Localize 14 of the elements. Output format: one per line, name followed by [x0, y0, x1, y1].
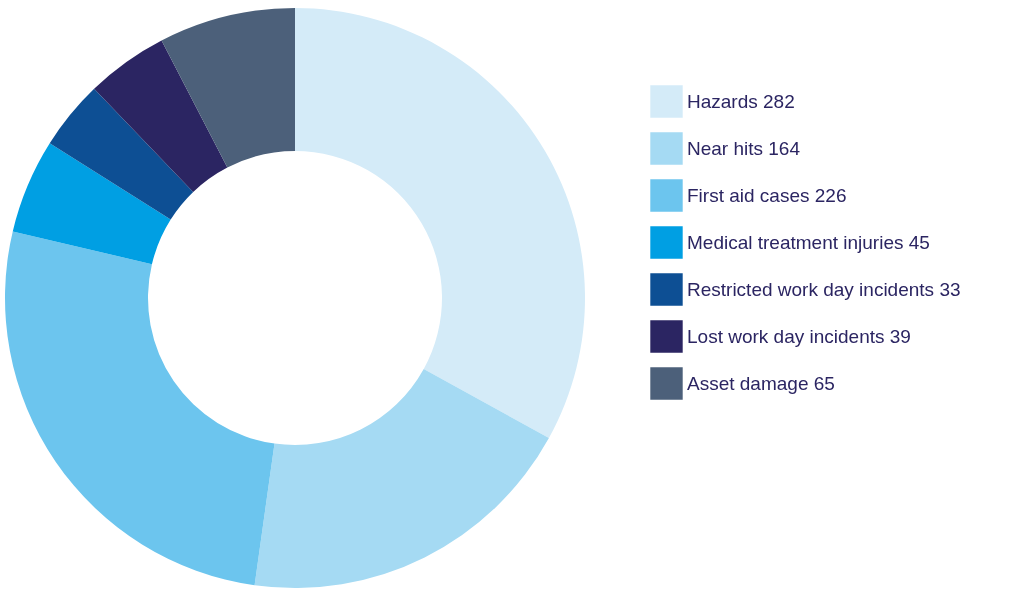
legend-label: First aid cases 226: [687, 184, 847, 206]
donut-slice: [12, 143, 171, 265]
donut-slice: [161, 8, 295, 168]
legend-label: Medical treatment injuries 45: [687, 231, 930, 253]
donut-slice: [49, 88, 194, 220]
donut-slice: [94, 40, 228, 192]
donut-slice: [5, 231, 275, 586]
legend-label: Lost work day incidents 39: [687, 325, 911, 347]
legend-label: Near hits 164: [687, 137, 801, 159]
legend-label: Asset damage 65: [687, 372, 835, 394]
legend-label: Restricted work day incidents 33: [687, 278, 961, 300]
donut-slice: [295, 8, 585, 439]
legend-label: Hazards 282: [687, 90, 795, 112]
donut-slice: [254, 368, 549, 588]
